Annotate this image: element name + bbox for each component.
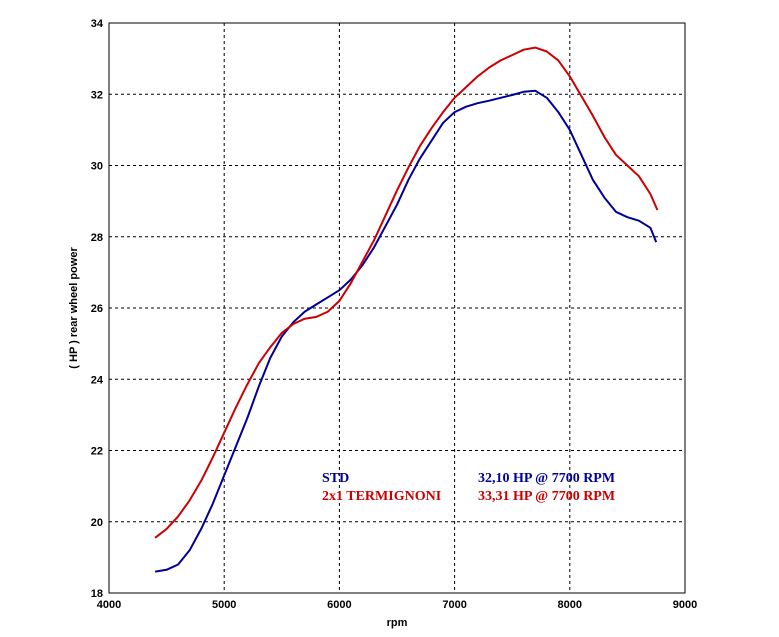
x-tick-labels: 4000 5000 6000 7000 8000 9000	[97, 599, 697, 611]
legend-termignoni-summary: 33,31 HP @ 7700 RPM	[478, 489, 615, 504]
series-lines	[154, 46, 659, 573]
x-tick-label: 6000	[327, 599, 351, 611]
plot-frame	[108, 22, 686, 594]
y-tick-label: 18	[91, 588, 103, 600]
x-tick-label: 5000	[212, 599, 236, 611]
y-tick-label: 24	[91, 374, 104, 386]
x-tick-label: 9000	[673, 599, 697, 611]
y-tick-label: 28	[91, 232, 103, 244]
y-tick-label: 22	[91, 446, 103, 458]
legend-std-name: STD	[322, 471, 349, 486]
y-tick-label: 20	[91, 517, 103, 529]
gridlines	[109, 23, 685, 593]
x-tick-label: 4000	[97, 599, 121, 611]
y-tick-label: 32	[91, 89, 103, 101]
y-tick-label: 30	[91, 161, 103, 173]
legend-termignoni-name: 2x1 TERMIGNONI	[322, 489, 441, 504]
y-tick-label: 26	[91, 303, 103, 315]
termignoni-power-curve	[154, 46, 659, 539]
legend-std-summary: 32,10 HP @ 7700 RPM	[478, 471, 615, 486]
x-axis-title: rpm	[387, 617, 408, 629]
x-tick-label: 8000	[558, 599, 582, 611]
y-axis-title: ( HP ) rear wheel power	[68, 247, 80, 369]
x-tick-label: 7000	[442, 599, 466, 611]
y-tick-labels: 18 20 22 24 26 28 30 32 34	[91, 18, 104, 600]
y-tick-label: 34	[91, 18, 104, 30]
std-power-curve	[154, 89, 658, 573]
